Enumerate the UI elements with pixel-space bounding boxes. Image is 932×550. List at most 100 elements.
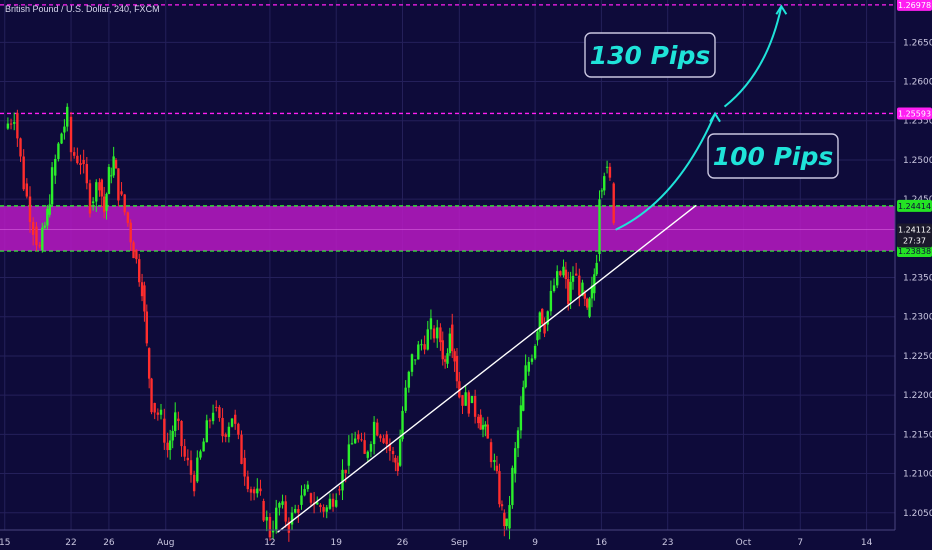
candle-body-174	[522, 387, 525, 411]
candle-body-127	[391, 450, 395, 455]
candle-body-26	[85, 164, 89, 184]
candle-body-54	[163, 418, 166, 443]
candle-body-16	[54, 158, 57, 176]
candle-body-56	[168, 440, 172, 451]
y-tick-label-3: 1.25000	[903, 156, 932, 166]
candle-body-32	[102, 196, 106, 212]
candle-body-175	[524, 365, 527, 388]
candle-body-60	[180, 420, 183, 447]
candle-body-23	[76, 155, 79, 164]
x-tick-label-5: 19	[330, 538, 342, 548]
candle-body-112	[344, 469, 347, 474]
candle-body-113	[347, 444, 351, 466]
zone-top-badge-bg	[897, 199, 932, 212]
candle-body-182	[543, 323, 546, 334]
candle-body-22	[72, 152, 76, 156]
candle-body-45	[138, 259, 141, 283]
candle-body-144	[441, 340, 444, 360]
callout-text-1: 100 Pips	[713, 142, 834, 171]
x-tick-label-0: 15	[0, 538, 10, 548]
candle-body-31	[100, 179, 104, 197]
candle-body-157	[477, 416, 480, 424]
x-tick-label-1: 22	[65, 538, 76, 548]
x-tick-label-6: 26	[397, 538, 409, 548]
candle-body-200	[593, 274, 596, 294]
callout-box-0	[584, 32, 716, 78]
x-tick-label-4: 12	[264, 538, 275, 548]
candle-body-146	[446, 353, 449, 364]
candle-body-106	[325, 507, 328, 512]
candle-body-41	[126, 212, 130, 223]
x-tick-label-11: Oct	[736, 538, 752, 548]
candle-body-148	[451, 324, 454, 352]
candle-body-163	[493, 460, 496, 463]
resistance-badge-1-bg	[897, 107, 932, 120]
x-tick-label-9: 16	[596, 538, 608, 548]
candle-body-186	[556, 271, 559, 286]
support-zone	[0, 205, 895, 252]
candle-body-179	[536, 331, 539, 341]
candle-body-84	[256, 488, 259, 494]
candle-body-153	[464, 392, 467, 406]
candle-body-103	[316, 502, 319, 505]
candle-body-132	[404, 387, 407, 411]
candle-body-101	[309, 493, 313, 503]
candle-body-99	[303, 489, 306, 496]
candle-body-124	[382, 438, 385, 443]
candle-body-10	[38, 245, 41, 247]
candle-body-40	[123, 194, 126, 213]
candle-body-141	[432, 328, 436, 339]
zone-top-badge: 1.24414	[898, 202, 931, 211]
candle-body-160	[484, 424, 487, 427]
candle-body-18	[60, 133, 63, 144]
candle-body-131	[401, 410, 404, 440]
candle-body-137	[420, 344, 423, 346]
candle-body-159	[481, 425, 485, 430]
candle-body-49	[147, 348, 151, 379]
candle-body-6	[25, 183, 29, 197]
candle-body-120	[369, 444, 373, 452]
candle-body-36	[112, 156, 115, 176]
candle-body-15	[50, 167, 54, 205]
candle-body-93	[284, 501, 287, 522]
candle-body-172	[516, 430, 520, 449]
candle-body-173	[519, 405, 523, 431]
candle-body-108	[331, 498, 335, 507]
candle-body-109	[335, 500, 338, 507]
candle-body-44	[135, 250, 138, 260]
candle-body-28	[91, 201, 95, 204]
candle-body-91	[278, 503, 281, 508]
candle-body-42	[129, 222, 132, 243]
candle-body-198	[588, 298, 591, 317]
candle-body-7	[28, 196, 32, 223]
candle-body-74	[224, 434, 227, 437]
callout-text-0: 130 Pips	[590, 41, 711, 70]
candle-body-87	[265, 516, 268, 521]
candle-body-193	[574, 273, 578, 276]
candle-body-121	[372, 421, 376, 445]
candle-body-140	[429, 318, 433, 330]
candle-body-92	[281, 501, 284, 505]
candle-body-178	[533, 345, 537, 359]
zone-bottom-badge-bg	[897, 245, 932, 258]
candle-body-13	[46, 208, 49, 226]
candle-body-80	[243, 457, 246, 477]
price-axis-bg	[895, 0, 932, 550]
candle-body-39	[120, 191, 123, 195]
candle-body-203	[600, 190, 604, 192]
resistance-levels-layer	[0, 4, 895, 115]
candle-body-3	[16, 112, 19, 139]
candle-body-133	[407, 371, 411, 388]
candle-body-5	[22, 156, 25, 190]
candle-body-67	[202, 441, 205, 452]
candle-body-150	[455, 355, 459, 382]
candle-body-177	[530, 358, 534, 362]
ascending-trendline	[277, 204, 697, 533]
candle-body-34	[107, 166, 111, 194]
candle-body-191	[569, 281, 572, 302]
candle-body-64	[192, 474, 196, 492]
candle-body-1	[9, 123, 13, 125]
